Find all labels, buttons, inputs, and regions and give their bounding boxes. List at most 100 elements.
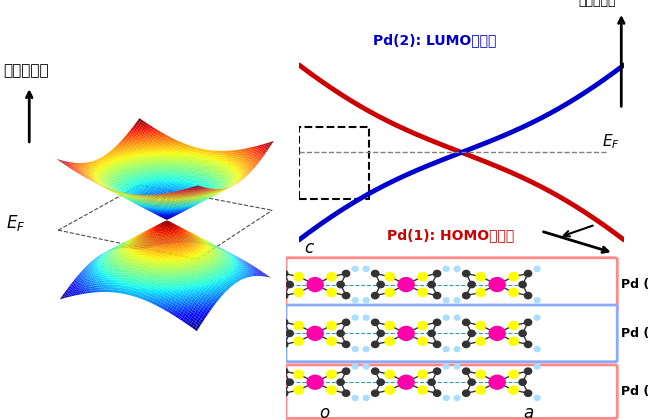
Circle shape [294, 321, 304, 330]
Circle shape [352, 266, 358, 271]
Circle shape [281, 341, 288, 348]
Circle shape [327, 273, 336, 281]
Circle shape [372, 368, 379, 374]
Circle shape [363, 346, 369, 352]
Circle shape [307, 326, 323, 340]
Circle shape [463, 270, 470, 277]
Circle shape [372, 341, 379, 348]
Circle shape [509, 321, 518, 330]
Circle shape [343, 319, 350, 326]
Circle shape [476, 370, 486, 378]
Text: $\mathit{a}$: $\mathit{a}$ [523, 404, 534, 420]
Circle shape [418, 288, 427, 297]
Circle shape [489, 326, 505, 340]
Circle shape [352, 396, 358, 401]
Circle shape [418, 370, 427, 378]
Circle shape [534, 315, 540, 320]
Circle shape [272, 315, 278, 320]
Circle shape [509, 370, 518, 378]
Circle shape [443, 364, 449, 369]
Circle shape [434, 390, 441, 396]
Circle shape [385, 337, 395, 345]
Text: Pd (1): Pd (1) [621, 278, 650, 291]
Text: $E_F$: $E_F$ [603, 133, 620, 151]
Circle shape [343, 390, 350, 396]
Circle shape [463, 390, 470, 396]
Circle shape [352, 364, 358, 369]
Text: $E_F$: $E_F$ [6, 213, 26, 233]
Circle shape [476, 288, 486, 297]
Text: Pd (2): Pd (2) [621, 327, 650, 340]
Circle shape [377, 281, 384, 288]
Circle shape [343, 292, 350, 299]
Circle shape [343, 368, 350, 374]
FancyBboxPatch shape [286, 305, 618, 362]
Circle shape [398, 326, 414, 340]
Circle shape [476, 386, 486, 394]
Circle shape [294, 386, 304, 394]
Circle shape [525, 292, 532, 299]
Circle shape [294, 370, 304, 378]
Circle shape [418, 321, 427, 330]
Circle shape [281, 270, 288, 277]
Circle shape [281, 292, 288, 299]
Circle shape [272, 396, 278, 401]
Circle shape [398, 375, 414, 389]
Circle shape [489, 375, 505, 389]
Circle shape [418, 337, 427, 345]
Circle shape [372, 319, 379, 326]
Circle shape [525, 368, 532, 374]
Circle shape [454, 298, 460, 303]
Circle shape [428, 330, 436, 336]
Circle shape [509, 386, 518, 394]
Circle shape [327, 288, 336, 297]
Circle shape [363, 266, 369, 271]
Circle shape [534, 298, 540, 303]
Circle shape [534, 346, 540, 352]
Circle shape [281, 368, 288, 374]
Circle shape [476, 337, 486, 345]
Circle shape [343, 341, 350, 348]
Text: エネルギー: エネルギー [578, 0, 616, 8]
Circle shape [363, 396, 369, 401]
Circle shape [377, 330, 384, 336]
Circle shape [372, 292, 379, 299]
Text: $\mathit{c}$: $\mathit{c}$ [304, 239, 315, 257]
Circle shape [294, 337, 304, 345]
Circle shape [476, 273, 486, 281]
Circle shape [385, 321, 395, 330]
Circle shape [454, 396, 460, 401]
Text: Pd(2): LUMOバンド: Pd(2): LUMOバンド [372, 34, 496, 47]
Circle shape [337, 281, 344, 288]
Circle shape [534, 266, 540, 271]
Circle shape [352, 346, 358, 352]
Circle shape [443, 315, 449, 320]
Circle shape [385, 273, 395, 281]
Circle shape [286, 281, 293, 288]
Circle shape [418, 273, 427, 281]
Circle shape [434, 341, 441, 348]
Circle shape [363, 364, 369, 369]
Circle shape [525, 319, 532, 326]
Circle shape [327, 337, 336, 345]
Circle shape [454, 315, 460, 320]
Circle shape [434, 270, 441, 277]
Circle shape [307, 375, 323, 389]
Circle shape [534, 396, 540, 401]
Text: $\mathit{o}$: $\mathit{o}$ [318, 404, 330, 420]
Circle shape [509, 288, 518, 297]
Circle shape [525, 270, 532, 277]
Circle shape [272, 266, 278, 271]
Circle shape [468, 330, 475, 336]
Circle shape [463, 319, 470, 326]
Circle shape [534, 364, 540, 369]
Circle shape [519, 330, 526, 336]
Circle shape [443, 346, 449, 352]
Circle shape [286, 330, 293, 336]
Circle shape [294, 288, 304, 297]
Circle shape [443, 266, 449, 271]
Circle shape [434, 368, 441, 374]
Circle shape [385, 288, 395, 297]
Circle shape [434, 319, 441, 326]
Circle shape [363, 315, 369, 320]
